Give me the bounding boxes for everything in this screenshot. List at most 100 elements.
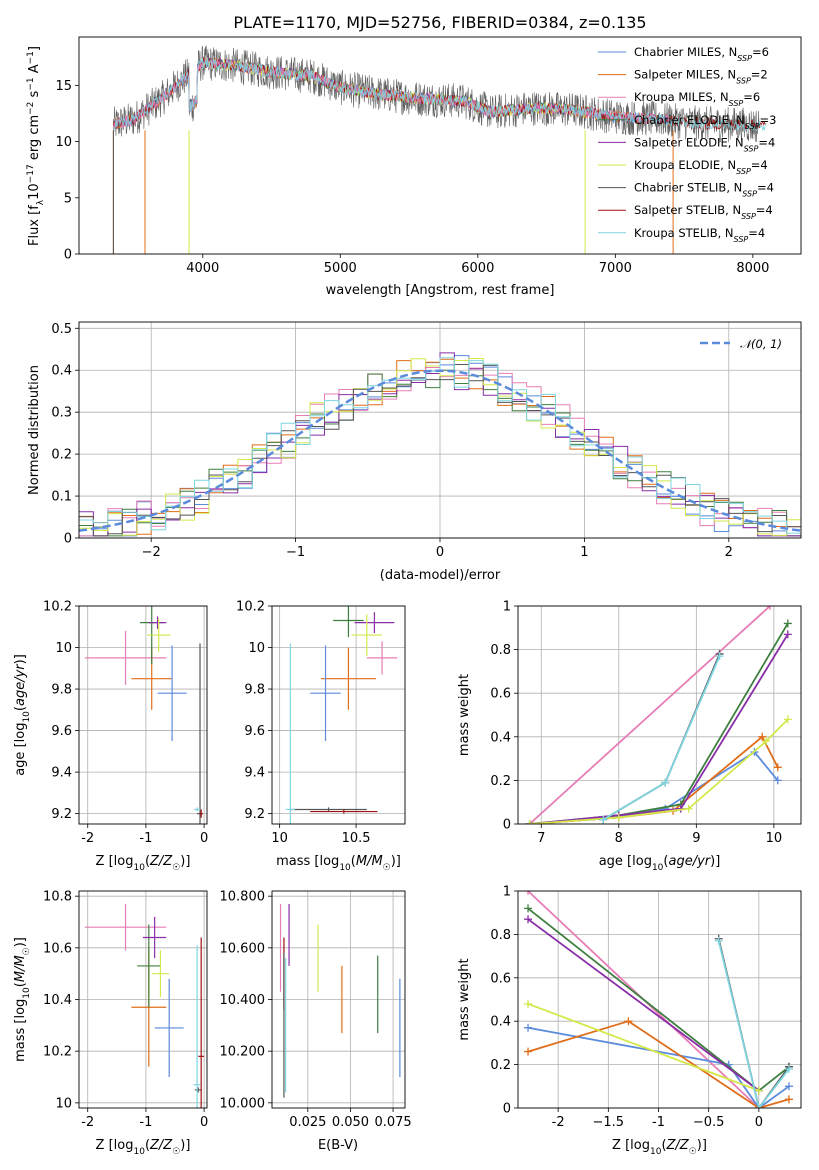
errorbar-salpeter-stelib <box>310 809 378 814</box>
label-part: age [log <box>599 854 652 869</box>
plot-area-spectrum <box>112 45 767 254</box>
label-part: age [log <box>13 723 28 776</box>
grid-age_vs_Z <box>79 605 207 824</box>
y-tick-label: 9.6 <box>51 724 72 739</box>
series-line <box>528 606 771 824</box>
axes-frame <box>517 890 802 1109</box>
y-tick-label: 15 <box>55 79 72 94</box>
label-part: 10 <box>339 863 351 873</box>
x-axis-label: Z [log10(Z/Z☉)] <box>612 1138 707 1157</box>
data-point <box>783 619 792 628</box>
label-part: ( <box>663 854 668 869</box>
label-part: −17 <box>26 164 36 183</box>
y-tick-label: 10 <box>55 1096 72 1111</box>
x-tick-label: −1 <box>286 545 305 560</box>
data-point <box>624 1017 633 1026</box>
errorbar-salpeter-elodie <box>354 612 395 633</box>
panel-spectrum: 4000 5000 6000 7000 8000 0 5 10 15 wavelength [An… <box>26 36 802 298</box>
plot-area-mass_vs_EBV <box>279 903 401 1098</box>
y-tick-label: 0.6 <box>490 687 511 702</box>
x-axis-label: wavelength [Angstrom, rest frame] <box>326 283 555 298</box>
legend-name: Chabrier ELODIE, N <box>634 113 745 127</box>
label-part: )] <box>391 854 401 869</box>
x-tick-label: -1 <box>139 1115 152 1130</box>
errorbar-chabrier-elodie <box>333 606 364 638</box>
x-axis-label: age [log10(age/yr)] <box>599 854 721 873</box>
y-tick-label: 9.6 <box>244 724 265 739</box>
series-kroupa-elodie <box>525 715 792 824</box>
y-tick-label: 0.2 <box>51 448 72 463</box>
panel-massweight_vs_Z: -2 −1.5 -1 −0.5 0 0 0.2 0.4 0.6 0.8 1 Z [log10(Z/Z☉… <box>457 885 802 1157</box>
errorbar-kroupa-elodie <box>147 618 171 652</box>
y-axis-label: mass weight <box>457 674 472 756</box>
y-tick-label: 10.600 <box>220 941 266 956</box>
x-tick-label: 10.5 <box>342 831 371 846</box>
label-part: age/yr <box>13 663 28 706</box>
x-axis-label: Z [log10(Z/Z☉)] <box>96 1138 191 1157</box>
legend-value: =4 <box>758 135 775 149</box>
label-part: )] <box>13 654 28 664</box>
histogram-chabrier-elodie <box>79 369 801 537</box>
y-tick-label: 1 <box>503 600 511 615</box>
data-point <box>754 1086 763 1095</box>
y-tick-label: 0 <box>503 1102 511 1117</box>
panel-residuals: −2 −1 0 1 2 0 0.1 0.2 0.3 0.4 0.5 𝒩(0, 1) (data-mode… <box>27 321 802 583</box>
ticks-massweight_vs_age: 7 8 9 10 0 0.2 0.4 0.6 0.8 1 <box>490 600 782 847</box>
label-part: ☉ <box>22 947 32 955</box>
label-part: )] <box>180 854 190 869</box>
label-part: Z/Z <box>149 854 173 869</box>
x-tick-label: 10 <box>271 831 288 846</box>
errorbar-salpeter-stelib <box>198 937 205 1108</box>
axes-frame <box>78 321 802 539</box>
data-point <box>784 1095 793 1104</box>
legend-entry: Chabrier STELIB, NSSP=4 <box>634 181 774 199</box>
y-tick-label: 0.4 <box>490 1015 511 1030</box>
data-point <box>773 776 782 785</box>
label-part: Z/Z <box>666 1138 690 1153</box>
y-tick-label: 10.2 <box>43 600 72 615</box>
data-point <box>661 778 670 787</box>
legend-sub: SSP <box>744 144 759 153</box>
legend-name: Chabrier MILES, N <box>634 45 737 59</box>
x-tick-label: -2 <box>81 1115 94 1130</box>
y-tick-label: 10 <box>248 641 265 656</box>
label-part: ☉ <box>689 1147 697 1157</box>
y-tick-label: 10.000 <box>220 1096 266 1111</box>
label-part: M/M <box>356 854 383 869</box>
label-part: ☉ <box>172 863 180 873</box>
y-tick-label: 0.5 <box>51 322 72 337</box>
label-part: A <box>27 64 42 77</box>
series-line <box>529 633 789 824</box>
axes-frame <box>271 890 406 1109</box>
x-tick-label: 6000 <box>461 261 494 276</box>
y-tick-label: 0.1 <box>51 490 72 505</box>
x-tick-label: −0.5 <box>693 1115 725 1130</box>
x-tick-label: 2 <box>725 545 733 560</box>
x-tick-label: −2 <box>142 545 161 560</box>
y-tick-label: 5 <box>64 191 72 206</box>
x-tick-label: -2 <box>552 1115 565 1130</box>
errorbar-kroupa-elodie <box>351 614 383 656</box>
x-tick-label: 7000 <box>599 261 632 276</box>
legend-value: =2 <box>751 68 768 82</box>
label-part: 10 <box>22 711 32 723</box>
data-point <box>754 1104 763 1108</box>
label-part: age/yr <box>668 854 711 869</box>
data-point <box>762 737 771 746</box>
gaussian-curve <box>79 369 801 532</box>
x-axis-label: mass [log10(M/M☉)] <box>276 854 401 873</box>
errorbar-salpeter-elodie <box>143 916 167 959</box>
data-point <box>614 813 623 822</box>
label-part: λ <box>36 199 46 205</box>
errorbar-chabrier-stelib <box>290 807 367 812</box>
legend-entry: Kroupa STELIB, NSSP=4 <box>634 226 765 244</box>
y-tick-label: 9.2 <box>244 807 265 822</box>
label-part: )] <box>180 1138 190 1153</box>
series-line <box>527 918 760 1092</box>
label-part: )] <box>697 1138 707 1153</box>
plot-area-age_vs_Z <box>84 606 203 824</box>
label-part: 10 <box>133 863 145 873</box>
x-axis-label: (data-model)/error <box>380 568 501 583</box>
legend-name: Kroupa MILES, N <box>634 90 729 104</box>
